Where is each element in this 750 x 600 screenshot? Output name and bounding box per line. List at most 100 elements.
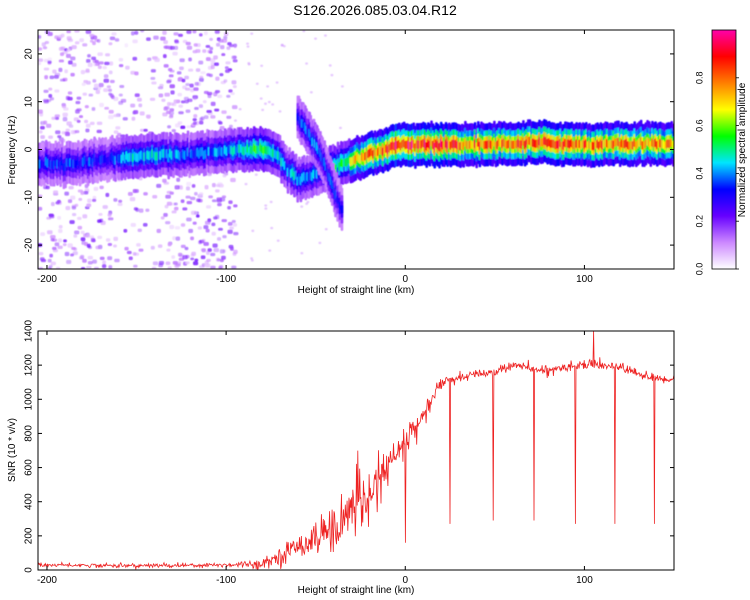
spectrogram-noise-cell	[97, 52, 103, 56]
spectrogram-noise-cell	[67, 243, 73, 248]
spectrogram-x-tick-label: 0	[402, 274, 408, 285]
spectrogram-noise-cell	[226, 46, 231, 50]
spectrogram-noise-cell	[209, 37, 213, 41]
spectrogram-noise-cell	[211, 199, 217, 203]
spectrogram-noise-cell	[66, 30, 71, 34]
spectrogram-noise-cell	[91, 107, 96, 111]
colorbar: 0.0 0.2 0.4 0.6 0.8 Normalized spectral ampl…	[694, 29, 748, 275]
spectrogram-noise-cell	[46, 123, 52, 128]
spectrogram-noise-cell	[226, 115, 232, 119]
spectrogram-noise-cell	[264, 204, 268, 207]
spectrogram-noise-cell	[216, 237, 222, 241]
spectrogram-noise-cell	[226, 94, 231, 98]
spectrogram-noise-cell	[198, 33, 203, 37]
spectrogram-noise-cell	[221, 195, 227, 199]
spectrogram-noise-cell	[48, 87, 53, 91]
spectrogram-noise-cell	[228, 200, 233, 205]
spectrogram-noise-cell	[84, 105, 89, 109]
spectrogram-noise-cell	[163, 54, 167, 59]
spectrogram-noise-cell	[229, 226, 234, 230]
spectrogram-noise-cell	[80, 230, 85, 235]
spectrogram-noise-cell	[191, 184, 196, 188]
snr-y-label: SNR (10 * v/v)	[7, 418, 18, 482]
spectrogram-noise-cell	[194, 107, 199, 110]
spectrogram-noise-cell	[232, 85, 237, 89]
spectrogram-noise-cell	[47, 57, 52, 62]
spectrogram-noise-cell	[268, 249, 272, 252]
spectrogram-noise-cell	[203, 115, 209, 120]
spectrogram-noise-cell	[218, 227, 223, 231]
spectrogram-noise-cell	[163, 212, 168, 217]
spectrogram-noise-cell	[102, 260, 106, 265]
snr-y-tick-label: 1400	[24, 319, 35, 342]
spectrogram-noise-cell	[180, 100, 186, 104]
spectrogram-noise-cell	[192, 221, 197, 225]
spectrogram-noise-cell	[190, 88, 195, 93]
spectrogram-noise-cell	[300, 205, 304, 208]
spectrogram-noise-cell	[169, 84, 175, 89]
spectrogram-y-label: Frequency (Hz)	[7, 116, 18, 185]
spectrogram-noise-cell	[160, 216, 165, 220]
spectrogram-noise-cell	[231, 219, 236, 224]
spectrogram-noise-cell	[113, 198, 118, 202]
spectrogram-noise-cell	[203, 90, 209, 94]
spectrogram-noise-cell	[108, 70, 113, 75]
spectrogram-noise-cell	[39, 257, 45, 261]
spectrogram-noise-cell	[143, 223, 148, 227]
spectrogram-noise-cell	[196, 198, 201, 203]
spectrogram-noise-cell	[203, 225, 209, 230]
spectrogram-noise-cell	[48, 135, 53, 139]
spectrogram-noise-cell	[43, 89, 49, 93]
spectrogram-noise-cell	[38, 62, 42, 66]
spectrogram-noise-cell	[228, 89, 233, 93]
spectrogram-x-tick-label: 100	[576, 274, 593, 285]
spectrogram-noise-cell	[96, 121, 103, 126]
spectrogram-noise-cell	[113, 244, 117, 248]
spectrogram-noise-cell	[173, 45, 179, 50]
spectrogram-noise-cell	[164, 106, 170, 110]
spectrogram-noise-cell	[72, 251, 78, 256]
snr-x-tick-label: 100	[576, 575, 593, 586]
spectrogram-noise-cell	[276, 239, 280, 242]
spectrogram-noise-cell	[180, 244, 186, 249]
spectrogram-noise-cell	[172, 51, 178, 56]
spectrogram-noise-cell	[93, 266, 99, 269]
spectrogram-noise-cell	[250, 32, 254, 35]
spectrogram-noise-cell	[173, 99, 179, 104]
spectrogram-noise-cell	[183, 96, 189, 101]
spectrogram-noise-cell	[174, 185, 180, 190]
spectrogram-noise-cell	[77, 216, 82, 221]
spectrogram-noise-cell	[87, 198, 92, 203]
spectrogram-noise-cell	[43, 120, 48, 125]
spectrogram-noise-cell	[38, 109, 43, 114]
snr-x-label: Height of straight line (km)	[298, 585, 415, 596]
spectrogram-y-ticks: -20 -10 0 10 20	[24, 48, 674, 252]
spectrogram-noise-cell	[111, 32, 117, 36]
spectrogram-noise-cell	[271, 103, 275, 106]
spectrogram-noise-cell	[109, 36, 116, 41]
spectrogram-noise-cell	[77, 225, 83, 230]
spectrogram-noise-cell	[330, 73, 334, 77]
spectrogram-noise-cell	[38, 58, 44, 62]
spectrogram-noise-cell	[58, 34, 63, 39]
spectrogram-noise-cell	[92, 35, 98, 40]
spectrogram-noise-cell	[259, 97, 263, 100]
spectrogram-noise-cell	[227, 206, 231, 210]
spectrogram-noise-cell	[163, 40, 168, 44]
snr-x-tick-label: -100	[216, 575, 236, 586]
spectrogram-noise-cell	[105, 238, 111, 242]
spectrogram-noise-cell	[107, 213, 112, 217]
spectrogram-noise-cell	[338, 126, 342, 130]
spectrogram-noise-cell	[76, 119, 81, 123]
spectrogram-noise-cell	[49, 75, 55, 80]
spectrogram-noise-cell	[70, 72, 75, 77]
spectrogram-noise-cell	[231, 105, 238, 110]
spectrogram-noise-cell	[58, 59, 65, 63]
spectrogram-noise-cell	[82, 258, 87, 263]
spectrogram-noise-cell	[210, 101, 216, 107]
spectrogram-noise-cell	[185, 109, 191, 113]
spectrogram-noise-cell	[193, 43, 198, 47]
spectrogram-noise-cell	[246, 42, 250, 45]
spectrogram-noise-cell	[143, 128, 148, 132]
spectrogram-noise-cell	[71, 205, 77, 210]
